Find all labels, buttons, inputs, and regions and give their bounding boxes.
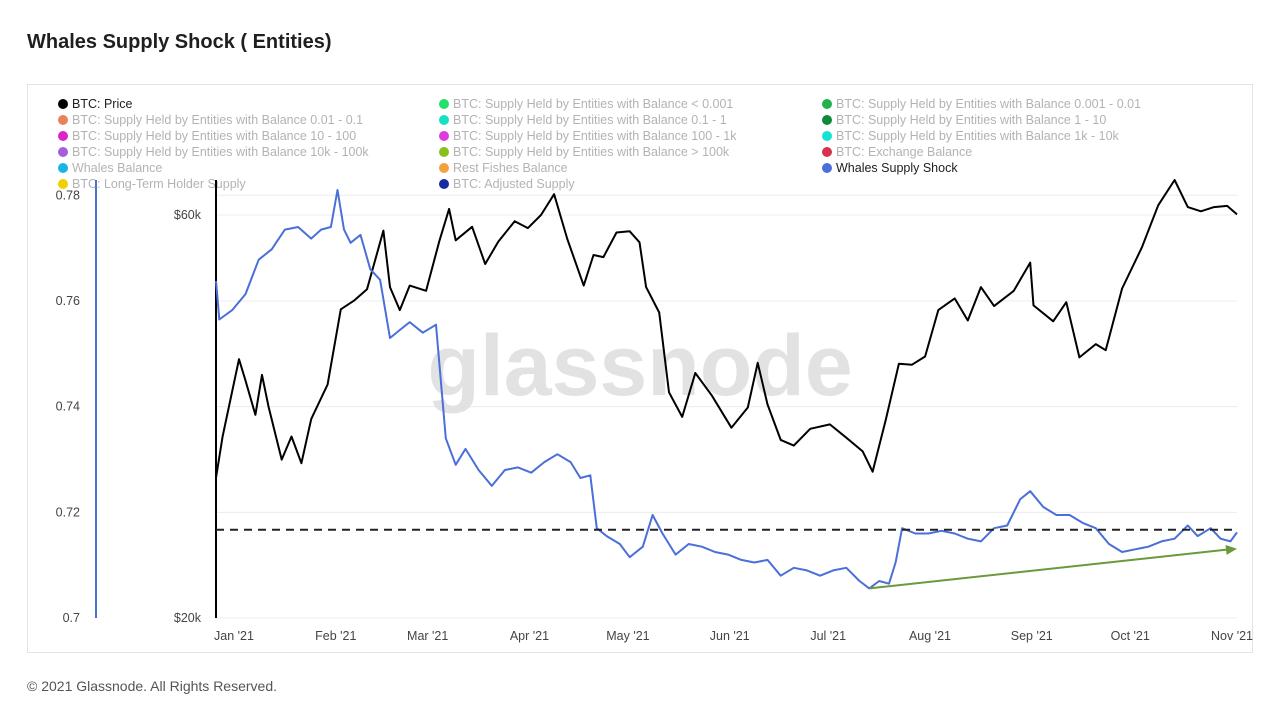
y-tick-label: 0.76 [56,294,80,308]
legend-label: BTC: Supply Held by Entities with Balanc… [72,145,369,159]
legend-item[interactable]: BTC: Supply Held by Entities with Balanc… [822,96,1141,112]
y-tick-label: 0.7 [63,611,80,625]
legend-label: BTC: Supply Held by Entities with Balanc… [836,113,1107,127]
legend-label: BTC: Price [72,97,133,111]
legend-dot-icon [822,147,832,157]
legend-label: BTC: Supply Held by Entities with Balanc… [836,129,1119,143]
legend-item[interactable]: Rest Fishes Balance [439,160,568,176]
legend-label: BTC: Long-Term Holder Supply [72,177,246,191]
legend-dot-icon [439,99,449,109]
legend-label: BTC: Adjusted Supply [453,177,575,191]
legend-item[interactable]: BTC: Exchange Balance [822,144,972,160]
legend-item[interactable]: BTC: Supply Held by Entities with Balanc… [58,128,356,144]
legend-item[interactable]: BTC: Supply Held by Entities with Balanc… [439,144,729,160]
legend-dot-icon [439,115,449,125]
legend-item[interactable]: BTC: Supply Held by Entities with Balanc… [439,128,736,144]
x-tick-label: Aug '21 [909,629,951,643]
legend-dot-icon [822,99,832,109]
legend-label: BTC: Supply Held by Entities with Balanc… [453,145,730,159]
legend-item[interactable]: BTC: Supply Held by Entities with Balanc… [439,112,727,128]
x-tick-label: Apr '21 [510,629,549,643]
legend-label: BTC: Supply Held by Entities with Balanc… [453,129,737,143]
legend-dot-icon [439,131,449,141]
legend-label: BTC: Supply Held by Entities with Balanc… [836,97,1142,111]
legend-dot-icon [439,163,449,173]
x-tick-label: May '21 [606,629,649,643]
legend-label: BTC: Exchange Balance [836,145,973,159]
y-tick-label: 0.72 [56,505,80,519]
legend-label: BTC: Supply Held by Entities with Balanc… [72,113,364,127]
legend-dot-icon [58,147,68,157]
legend-item[interactable]: BTC: Supply Held by Entities with Balanc… [822,128,1119,144]
legend-dot-icon [58,99,68,109]
legend-dot-icon [822,131,832,141]
x-tick-label: Jul '21 [810,629,846,643]
legend-label: BTC: Supply Held by Entities with Balanc… [453,97,734,111]
trend-arrow-head-icon [1225,544,1237,555]
watermark-text: glassnode [427,318,852,414]
legend-dot-icon [58,131,68,141]
legend-label: BTC: Supply Held by Entities with Balanc… [453,113,727,127]
x-tick-label: Jan '21 [214,629,254,643]
page-title: Whales Supply Shock ( Entities) [27,31,332,53]
legend-label: Whales Supply Shock [836,161,958,175]
legend-dot-icon [439,179,449,189]
x-tick-label: Mar '21 [407,629,448,643]
whales-supply-shock-line [215,189,1238,590]
legend-item[interactable]: BTC: Supply Held by Entities with Balanc… [822,112,1106,128]
legend-dot-icon [439,147,449,157]
legend-item[interactable]: Whales Supply Shock [822,160,958,176]
trend-arrow-line [869,548,1230,590]
legend-item[interactable]: BTC: Supply Held by Entities with Balanc… [58,112,363,128]
legend-label: BTC: Supply Held by Entities with Balanc… [72,129,357,143]
legend-label: Whales Balance [72,161,163,175]
legend-item[interactable]: BTC: Supply Held by Entities with Balanc… [58,144,369,160]
x-tick-label: Oct '21 [1111,629,1150,643]
legend-dot-icon [58,163,68,173]
legend-dot-icon [58,179,68,189]
x-tick-label: Nov '21 [1211,629,1253,643]
legend-item[interactable]: BTC: Adjusted Supply [439,176,575,192]
x-tick-label: Jun '21 [710,629,750,643]
legend-item[interactable]: BTC: Long-Term Holder Supply [58,176,246,192]
y-tick-label: 0.74 [56,400,80,414]
y-tick-label: 0.78 [56,188,80,202]
x-tick-label: Sep '21 [1011,629,1053,643]
btc-price-line [215,179,1238,479]
chart-frame [27,84,1253,653]
legend-dot-icon [822,115,832,125]
legend-item[interactable]: Whales Balance [58,160,162,176]
price-tick-label: $20k [174,611,202,625]
legend-item[interactable]: BTC: Supply Held by Entities with Balanc… [439,96,733,112]
legend-dot-icon [822,163,832,173]
copyright-footer: © 2021 Glassnode. All Rights Reserved. [27,678,278,694]
legend-label: Rest Fishes Balance [453,161,568,175]
x-tick-label: Feb '21 [315,629,356,643]
legend-item[interactable]: BTC: Price [58,96,132,112]
price-tick-label: $60k [174,208,202,222]
legend-dot-icon [58,115,68,125]
